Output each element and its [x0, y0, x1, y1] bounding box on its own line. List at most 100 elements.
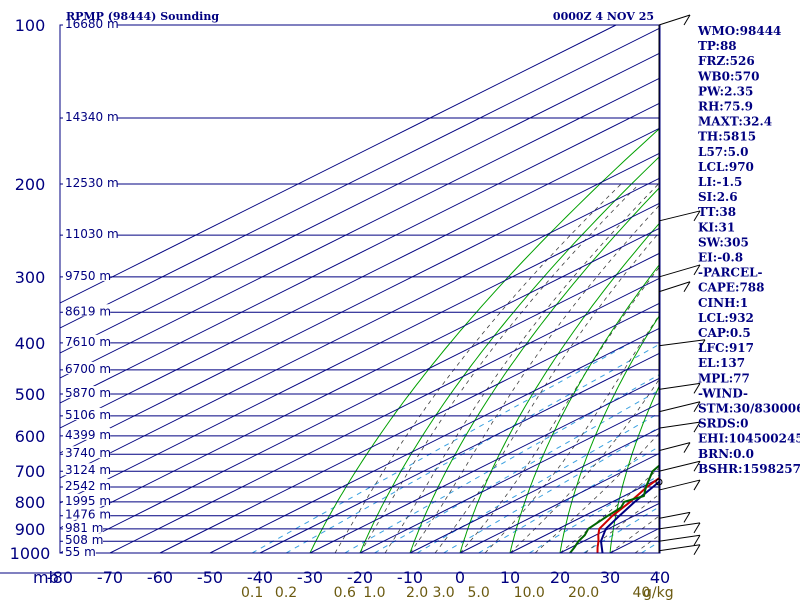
wind-barb: [658, 14, 691, 26]
isotherm-line: [60, 152, 660, 454]
moist-adiabat-line: [434, 230, 660, 553]
y-tick-label: 500: [15, 385, 46, 404]
wind-barb-flag: [683, 442, 691, 453]
index-item: PW:2.35: [698, 84, 753, 98]
height-label-bg: [63, 17, 118, 29]
mixing-ratio-label: 1.0: [363, 585, 385, 600]
height-label-bg: [63, 109, 118, 122]
index-item: WB0:570: [697, 69, 759, 83]
height-label: 4399 m: [65, 428, 111, 442]
index-item: -WIND-: [698, 386, 748, 400]
index-item: CAP:0.5: [698, 326, 751, 340]
moist-adiabat-line: [509, 377, 660, 553]
index-item: CAPE:788: [698, 281, 765, 295]
height-label: 2542 m: [65, 479, 111, 493]
mixing-ratio-label: 40: [632, 585, 650, 600]
y-tick-label: 600: [15, 427, 46, 446]
wind-barb-flag: [683, 281, 691, 292]
y-tick-label: 800: [15, 493, 46, 512]
index-item: EHI:1045002452992: [698, 432, 800, 446]
pressure-unit-label: mb: [33, 568, 59, 587]
wind-barb-flag: [693, 401, 701, 412]
height-label: 8619 m: [65, 304, 111, 318]
height-label-bg: [63, 507, 111, 520]
height-label: 5870 m: [65, 386, 111, 400]
mixing-ratio-label: 3.0: [432, 585, 454, 600]
isotherm-line: [60, 227, 660, 529]
height-label-bg: [63, 479, 111, 492]
x-tick-label: -80: [47, 568, 73, 587]
height-label: 14340 m: [65, 110, 119, 124]
isotherm-line: [60, 102, 660, 404]
y-tick-label: 100: [15, 16, 46, 35]
wind-barb: [658, 511, 691, 519]
height-label-bg: [63, 545, 96, 557]
isotherm-line: [459, 452, 660, 553]
index-item: SRDS:0: [698, 417, 749, 431]
height-label: 981 m: [65, 521, 103, 535]
isotherm-line: [60, 52, 660, 354]
x-tick-label: 20: [550, 568, 570, 587]
x-tick-label: -20: [347, 568, 373, 587]
storm-motion-marker: [655, 478, 663, 486]
mixing-ratio-label: 0.6: [334, 585, 356, 600]
index-item: TH:5815: [698, 130, 756, 144]
wind-barb-flag: [693, 264, 701, 276]
height-label: 1995 m: [65, 494, 111, 508]
y-tick-label: 200: [15, 175, 46, 194]
height-label-bg: [63, 463, 111, 476]
y-tick-label: 400: [15, 334, 46, 353]
height-label-bg: [63, 361, 111, 374]
height-label-bg: [63, 446, 111, 459]
wind-barb: [658, 382, 701, 390]
index-item: RH:75.9: [698, 100, 753, 114]
isotherm-line: [309, 377, 660, 553]
index-item: LCL:932: [698, 311, 754, 325]
height-label: 1476 m: [65, 508, 111, 522]
mixing-ratio-label: 10.0: [514, 585, 545, 600]
height-label-bg: [63, 175, 118, 188]
x-tick-label: 10: [500, 568, 520, 587]
wind-barb-flag: [693, 534, 701, 546]
mixing-ratio-label: 0.1: [241, 585, 263, 600]
height-label: 12530 m: [65, 176, 119, 190]
index-item: LCL:970: [698, 160, 754, 174]
index-item: -PARCEL-: [698, 266, 763, 280]
x-tick-label: -10: [397, 568, 423, 587]
isotherm-line: [159, 302, 660, 553]
sounding-profiles: [569, 463, 660, 553]
height-label: 3740 m: [65, 446, 111, 460]
temperature-line: [596, 476, 660, 553]
dewpoint-line: [569, 463, 660, 553]
y-tick-label: 900: [15, 520, 46, 539]
wind-barb-flag: [683, 14, 691, 26]
index-item: EI:-0.8: [698, 251, 743, 265]
height-label-bg: [63, 493, 111, 506]
index-item: LI:-1.5: [698, 175, 742, 189]
y-tick-label: 700: [15, 462, 46, 481]
x-tick-label: 0: [455, 568, 465, 587]
index-item: MAXT:32.4: [698, 115, 772, 129]
isotherm-line: [60, 127, 660, 429]
height-label-bg: [63, 304, 111, 317]
index-item: TP:88: [698, 39, 737, 53]
height-label-bg: [63, 334, 111, 347]
index-item: EL:137: [698, 356, 745, 370]
wind-barb: [658, 339, 706, 347]
index-item: WMO:98444: [697, 24, 781, 38]
wind-barb-flag: [693, 522, 701, 534]
isotherm-line: [60, 25, 617, 304]
wind-barb-flag: [693, 421, 701, 433]
x-tick-label: -50: [197, 568, 223, 587]
chart-title: RPMP (98444) Sounding: [66, 10, 219, 23]
index-item: BSHR:1598257054: [698, 462, 800, 476]
height-label-bg: [63, 533, 103, 546]
mixing-ratio-label: 20.0: [568, 585, 599, 600]
index-item: FRZ:526: [698, 54, 755, 68]
index-item: CINH:1: [698, 296, 748, 310]
parcel-line: [600, 479, 660, 553]
height-label: 508 m: [65, 533, 103, 547]
height-label: 11030 m: [65, 227, 119, 241]
index-item: L57:5.0: [698, 145, 748, 159]
